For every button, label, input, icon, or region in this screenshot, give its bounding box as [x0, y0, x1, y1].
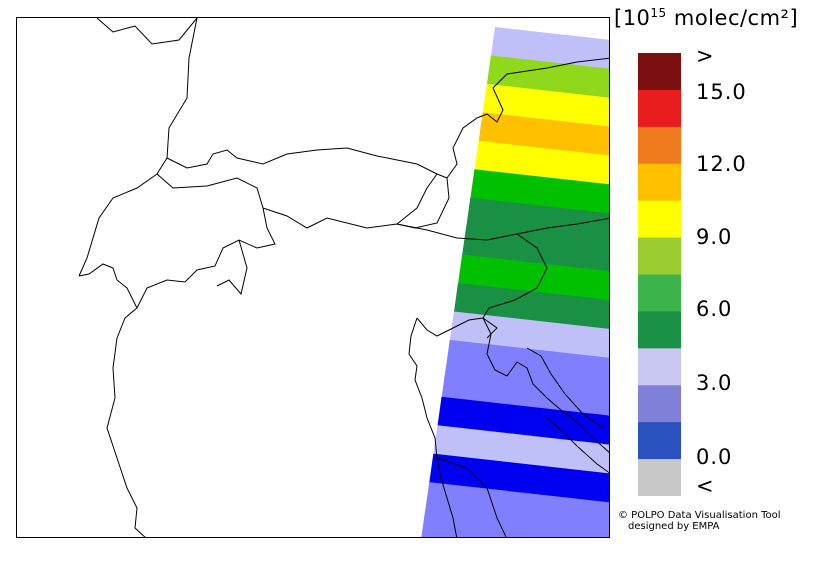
- country-borders: [78, 18, 609, 537]
- border-line: [96, 18, 198, 45]
- legend-color-swatch: [638, 348, 681, 386]
- legend-color-swatch: [638, 200, 681, 239]
- border-line: [156, 18, 264, 209]
- swath-band: [437, 396, 609, 446]
- swath-band: [425, 482, 609, 533]
- swath-band: [453, 283, 609, 330]
- credit-line-2: designed by EMPA: [628, 521, 720, 532]
- swath-band: [445, 339, 609, 388]
- legend-color-swatch: [638, 459, 681, 496]
- border-line: [396, 173, 438, 225]
- legend-color-swatch: [638, 311, 681, 349]
- credit-line-1: © POLPO Data Visualisation Tool: [618, 510, 781, 521]
- credit-text: © POLPO Data Visualisation Tool designed…: [618, 510, 781, 532]
- border-line: [262, 207, 609, 241]
- coastline: [526, 347, 604, 429]
- swath-band: [441, 368, 609, 417]
- coastline: [436, 457, 507, 537]
- border-line: [166, 147, 448, 179]
- border-line: [482, 233, 548, 339]
- legend-label: 9.0: [696, 225, 733, 249]
- coastline: [546, 417, 609, 474]
- legend-label: >: [696, 44, 715, 68]
- border-line: [136, 207, 276, 309]
- legend-color-swatch: [638, 53, 681, 91]
- swath-band: [421, 510, 609, 537]
- satellite-swath: [421, 27, 609, 537]
- color-scale-bar: [638, 53, 681, 496]
- swath-band: [458, 254, 609, 301]
- map-panel[interactable]: [16, 17, 610, 538]
- swath-band: [433, 425, 609, 475]
- coastline: [408, 317, 458, 537]
- border-line: [216, 239, 248, 296]
- legend-label: 3.0: [696, 371, 733, 395]
- swath-band: [470, 169, 609, 215]
- legend-color-swatch: [638, 89, 681, 128]
- legend-label: 15.0: [696, 80, 747, 104]
- legend-label: <: [696, 474, 715, 498]
- legend-title: [1015 molec/cm²]: [614, 6, 799, 30]
- swath-band: [429, 453, 609, 504]
- legend-label: 6.0: [696, 297, 733, 321]
- legend-color-swatch: [638, 237, 681, 275]
- legend-color-swatch: [638, 163, 681, 202]
- legend-color-swatch: [638, 126, 681, 165]
- legend-label: 12.0: [696, 152, 747, 176]
- swath-band: [474, 140, 609, 186]
- coastline: [416, 317, 484, 337]
- border-line: [78, 263, 146, 537]
- legend-color-swatch: [638, 422, 681, 460]
- map-canvas: [78, 18, 609, 537]
- border-line: [78, 173, 158, 277]
- legend-color-swatch: [638, 385, 681, 423]
- legend-label: 0.0: [696, 445, 733, 469]
- swath-band: [466, 197, 609, 244]
- coastline: [482, 317, 609, 453]
- legend-color-swatch: [638, 274, 681, 312]
- border-line: [396, 57, 609, 229]
